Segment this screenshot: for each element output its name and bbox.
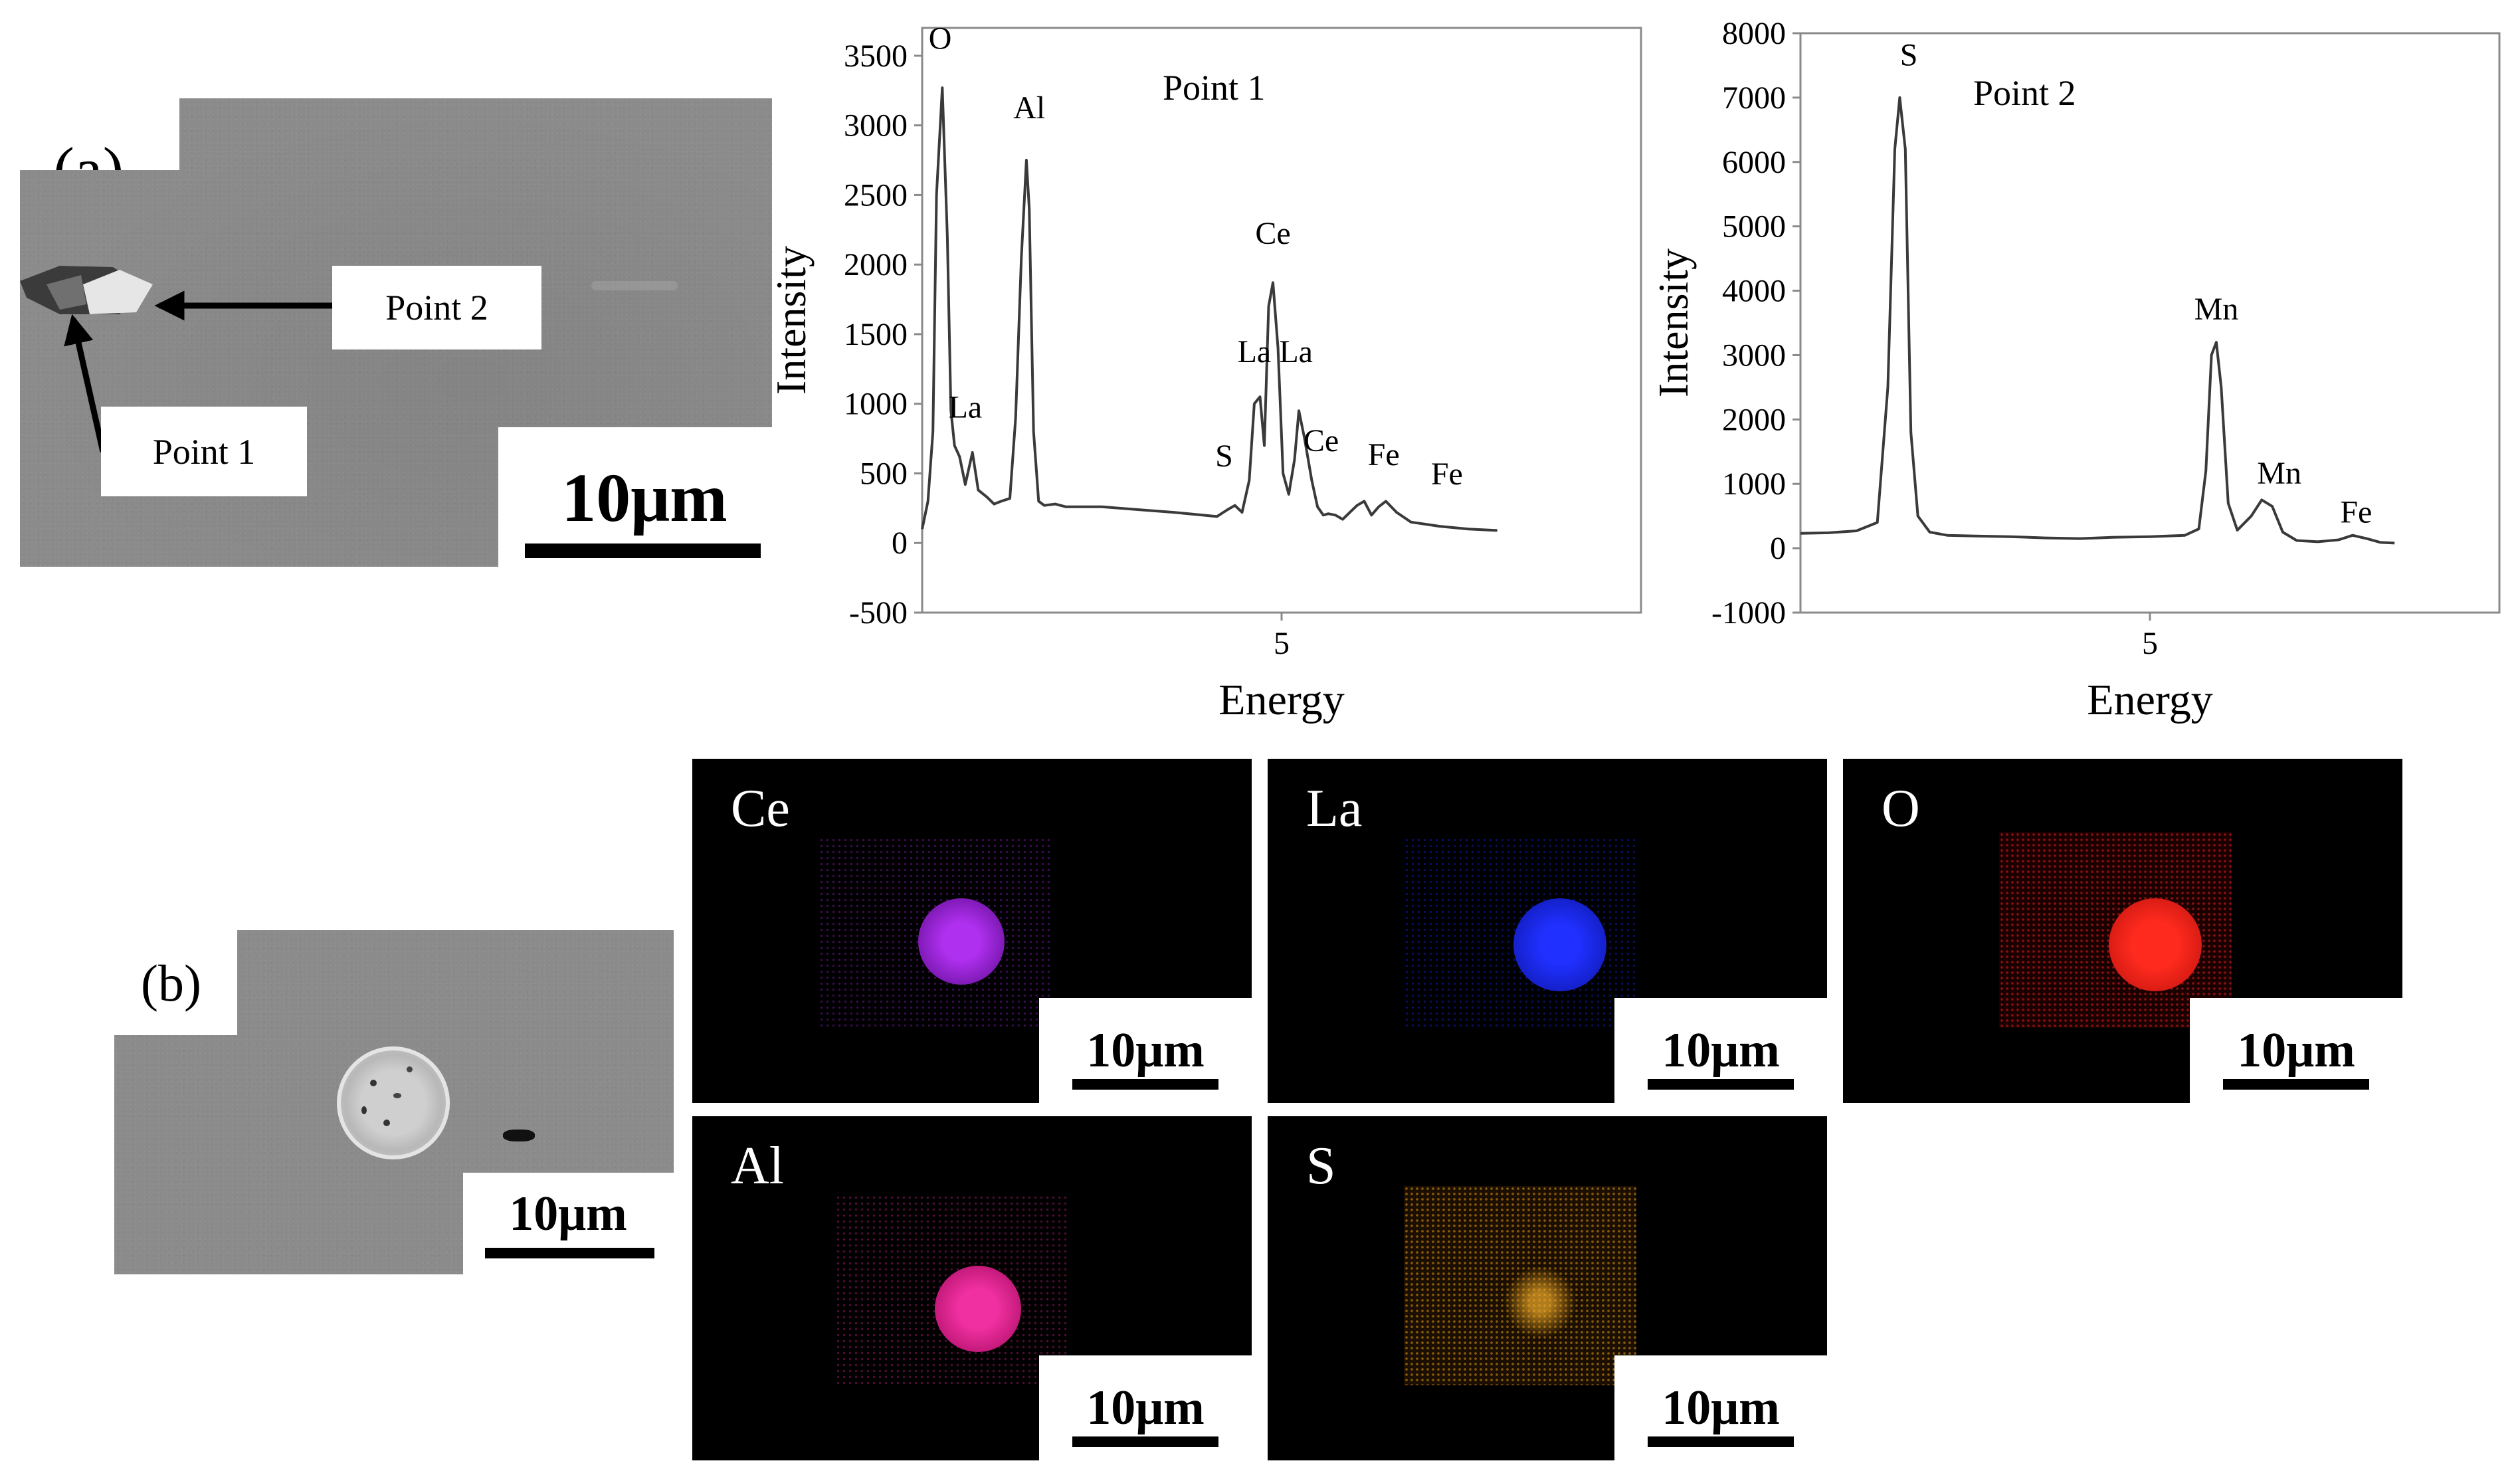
peak-label: La (949, 390, 983, 425)
spectrum-line (921, 86, 1498, 532)
element-map-s: S 10μm (1268, 1116, 1827, 1460)
scalebar-a-line (525, 543, 761, 558)
y-axis-label: Intensity (1650, 248, 1697, 397)
arrow-point-1 (64, 314, 106, 452)
scalebar-a-text: 10μm (561, 460, 727, 536)
callout-point-2: Point 2 (332, 266, 541, 349)
peak-label: Fe (1431, 456, 1463, 492)
y-tick-label: 3000 (844, 108, 908, 144)
y-tick-label: 2000 (1722, 402, 1786, 437)
peak-label: La (1238, 334, 1272, 369)
map-blob (2109, 898, 2202, 991)
element-map-o: O 10μm (1843, 759, 2402, 1103)
map-scalebar-text: 10μm (1662, 1381, 1780, 1435)
y-tick-label: -500 (849, 595, 908, 631)
y-tick-label: 0 (1770, 531, 1786, 566)
map-blob (1513, 898, 1606, 991)
element-map-la: La 10μm (1268, 759, 1827, 1103)
map-element-label: S (1306, 1137, 1336, 1195)
map-scalebar-line (1648, 1436, 1794, 1447)
y-tick-label: 0 (892, 526, 908, 561)
y-tick-label: 1500 (844, 317, 908, 352)
scalebar-b-line (485, 1248, 654, 1258)
map-scalebar-line (1072, 1079, 1218, 1090)
x-tick-label: 5 (1274, 626, 1290, 661)
map-scalebar-text: 10μm (1086, 1023, 1205, 1078)
y-tick-label: 5000 (1722, 209, 1786, 245)
plot-frame (1799, 32, 2501, 614)
y-tick-label: 2000 (844, 247, 908, 282)
map-blob (918, 898, 1005, 985)
inclusion-particle (20, 266, 153, 314)
dark-particle (503, 1130, 535, 1141)
y-tick-label: 7000 (1722, 80, 1786, 116)
map-scalebar-line (1072, 1436, 1218, 1447)
y-tick-label: 8000 (1722, 16, 1786, 51)
peak-label: Al (1013, 90, 1045, 126)
callout-arrows (64, 290, 332, 452)
y-tick-label: 500 (860, 456, 908, 491)
y-tick-label: -1000 (1711, 595, 1786, 631)
element-map-ce: Ce 10μm (692, 759, 1252, 1103)
eds-chart-point-1: -500 0 500 1000 1500 2000 2500 3000 3500 5 Intensi… (767, 21, 1642, 724)
map-scalebar-line (2223, 1079, 2369, 1090)
spectrum-line (1800, 96, 2395, 545)
peak-label: Ce (1255, 216, 1290, 251)
round-inclusion (337, 1046, 450, 1159)
y-axis-label: Intensity (767, 246, 815, 395)
x-axis-label: Energy (1218, 676, 1344, 724)
map-scalebar-text: 10μm (1086, 1381, 1205, 1435)
map-blob (935, 1266, 1021, 1352)
callout-point-1: Point 1 (101, 407, 307, 496)
y-tick-label: 4000 (1722, 274, 1786, 309)
eds-chart-point-2: -1000 0 1000 2000 3000 4000 5000 6000 7000 8000 5 I… (1650, 16, 2501, 724)
map-element-label: O (1882, 779, 1920, 838)
map-scalebar-text: 10μm (2237, 1023, 2355, 1078)
map-scalebar-line (1648, 1079, 1794, 1090)
panel-b-label: (b) (141, 954, 201, 1012)
y-tick-label: 1000 (1722, 466, 1786, 502)
peak-label: Mn (2194, 292, 2239, 327)
scalebar-b-text: 10μm (509, 1187, 627, 1241)
peak-label: O (929, 21, 952, 56)
chart-title: Point 1 (1163, 68, 1266, 108)
peak-label: Ce (1304, 423, 1339, 458)
map-element-label: Ce (731, 779, 790, 838)
peak-label: S (1215, 439, 1233, 474)
peak-label: La (1279, 334, 1313, 369)
y-tick-label: 2500 (844, 177, 908, 213)
chart-title: Point 2 (1973, 73, 2076, 113)
peak-label: Fe (1368, 437, 1400, 472)
peak-label: S (1900, 37, 1918, 72)
map-element-label: Al (731, 1137, 784, 1195)
x-tick-label: 5 (2142, 626, 2158, 661)
y-tick-label: 3500 (844, 39, 908, 74)
map-scalebar-text: 10μm (1662, 1023, 1780, 1078)
y-tick-label: 6000 (1722, 145, 1786, 180)
y-tick-label: 3000 (1722, 338, 1786, 373)
element-map-al: Al 10μm (692, 1116, 1252, 1460)
map-blob (1503, 1266, 1577, 1339)
peak-label: Fe (2340, 494, 2372, 530)
x-axis-label: Energy (2087, 676, 2212, 724)
peak-label: Mn (2257, 456, 2301, 491)
map-element-label: La (1306, 779, 1363, 838)
y-tick-label: 1000 (844, 387, 908, 422)
